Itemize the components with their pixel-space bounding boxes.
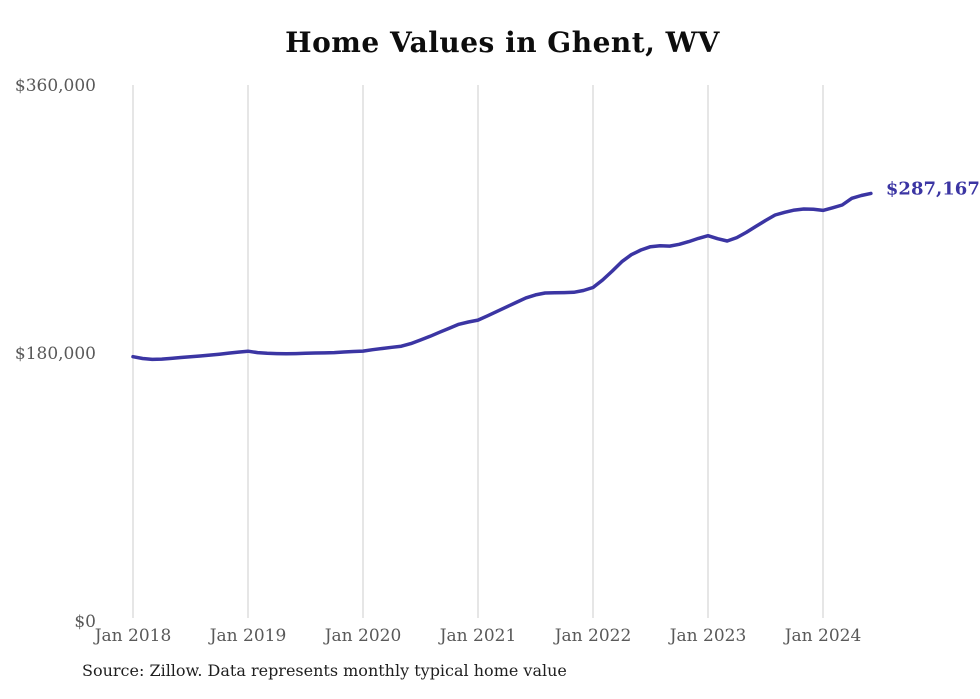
home-value-line — [131, 191, 873, 362]
y-tick-label: $180,000 — [15, 344, 96, 364]
y-tick-label: $0 — [74, 612, 96, 632]
x-tick-label: Jan 2019 — [208, 626, 287, 646]
x-tick-label: Jan 2020 — [323, 626, 402, 646]
y-tick-label: $360,000 — [15, 76, 96, 96]
source-note: Source: Zillow. Data represents monthly … — [82, 661, 567, 680]
chart-title: Home Values in Ghent, WV — [285, 26, 720, 59]
x-tick-label: Jan 2023 — [668, 626, 747, 646]
end-value-label: $287,167 — [886, 178, 980, 199]
x-tick-label: Jan 2022 — [553, 626, 632, 646]
x-tick-label: Jan 2021 — [438, 626, 517, 646]
x-tick-label: Jan 2018 — [93, 626, 172, 646]
x-tick-label: Jan 2024 — [783, 626, 862, 646]
